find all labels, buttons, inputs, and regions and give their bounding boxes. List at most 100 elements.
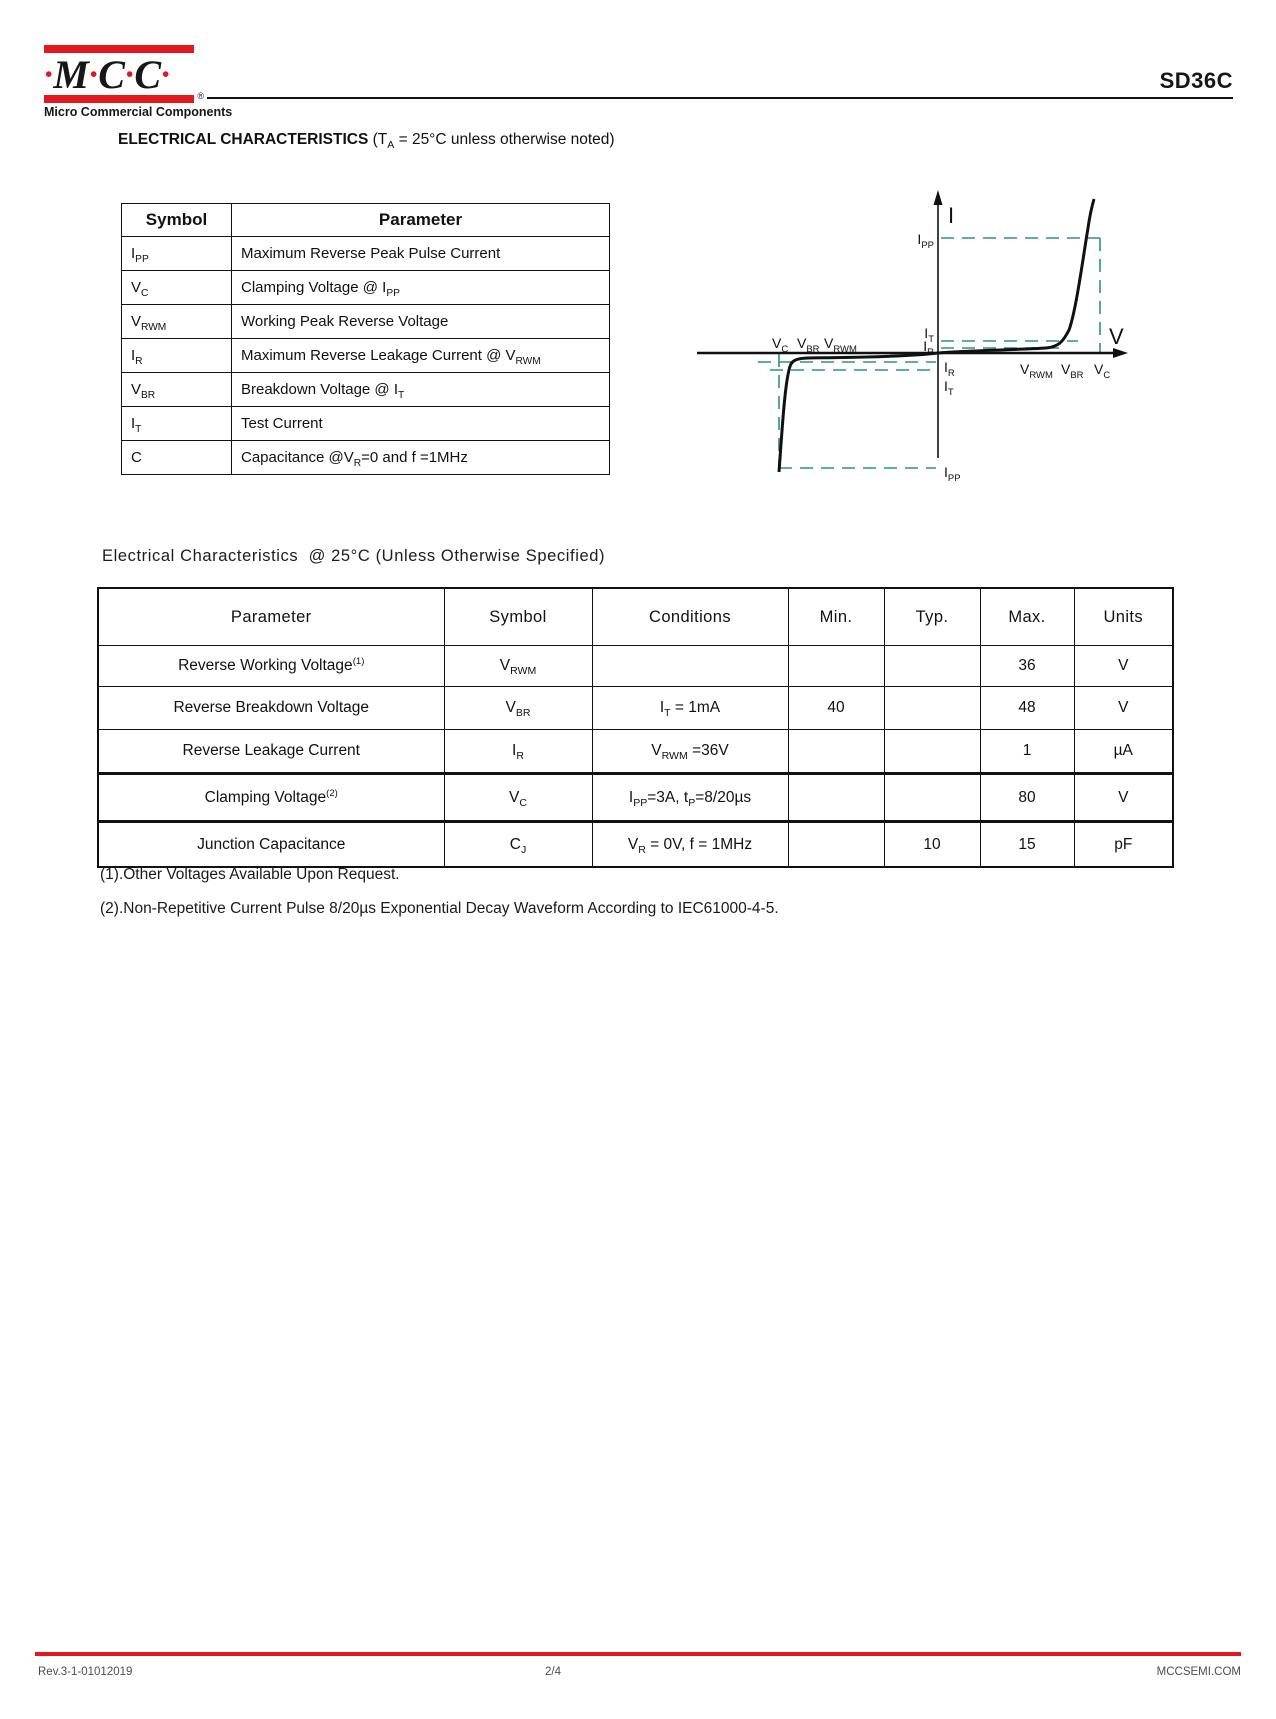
electrical-characteristics-table: Parameter Symbol Conditions Min. Typ. Ma…	[97, 587, 1174, 868]
symbol-header: Symbol	[121, 203, 232, 237]
units-header: Units	[1073, 587, 1174, 646]
header-rule	[207, 97, 1233, 99]
units-cell: pF	[1073, 821, 1174, 868]
table-row: Reverse Breakdown Voltage VBR IT = 1mA 4…	[97, 686, 1174, 730]
ir-neg-label: IR	[944, 359, 955, 379]
symbol-cell: VC	[443, 773, 593, 823]
table-header-row: Parameter Symbol Conditions Min. Typ. Ma…	[97, 587, 1174, 646]
vrwm-neg-label: VRWM	[824, 335, 857, 355]
it-pos-label: IT	[924, 325, 934, 345]
footnote-1: (1).Other Voltages Available Upon Reques…	[100, 866, 400, 883]
table-row: VRWM Working Peak Reverse Voltage	[121, 304, 610, 339]
parameter-cell: Breakdown Voltage @ IT	[231, 372, 610, 407]
footnote-2: (2).Non-Repetitive Current Pulse 8/20µs …	[100, 900, 779, 917]
parameter-cell: Maximum Reverse Leakage Current @ VRWM	[231, 338, 610, 373]
conditions-cell: IPP=3A, tP=8/20µs	[591, 773, 789, 823]
symbol-cell: VRWM	[121, 304, 232, 339]
min-cell	[787, 645, 885, 687]
table-row: IT Test Current	[121, 406, 610, 441]
ir-pos-label: IR	[923, 338, 934, 358]
max-cell: 1	[979, 729, 1075, 775]
max-header: Max.	[979, 587, 1075, 646]
min-cell: 40	[787, 686, 885, 730]
min-cell	[787, 729, 885, 775]
current-axis-label: I	[948, 203, 954, 228]
symbol-cell: IR	[121, 338, 232, 373]
logo-dot: •	[125, 62, 134, 86]
max-cell: 36	[979, 645, 1075, 687]
parameter-cell: Clamping Voltage(2)	[97, 773, 445, 823]
section2-heading: Electrical Characteristics @ 25°C (Unles…	[102, 547, 606, 565]
parameter-cell: Reverse Working Voltage(1)	[97, 645, 445, 687]
logo-tagline: Micro Commercial Components	[44, 105, 233, 119]
parameter-cell: Reverse Leakage Current	[97, 729, 445, 775]
product-title: SD36C	[1159, 68, 1233, 93]
section1-title: ELECTRICAL CHARACTERISTICS	[118, 131, 369, 148]
logo-bar-bottom	[44, 95, 194, 103]
vrwm-pos-label: VRWM	[1020, 361, 1053, 381]
conditions-cell: VRWM =36V	[591, 729, 789, 775]
section1-heading: ELECTRICAL CHARACTERISTICS (TA = 25°C un…	[118, 131, 615, 152]
registered-mark: ®	[197, 91, 204, 101]
logo-dot: •	[89, 62, 98, 86]
parameter-cell: Working Peak Reverse Voltage	[231, 304, 610, 339]
max-cell: 15	[979, 821, 1075, 868]
table-row: VC Clamping Voltage @ IPP	[121, 270, 610, 305]
parameter-cell: Junction Capacitance	[97, 821, 445, 868]
symbol-cell: IPP	[121, 236, 232, 271]
units-cell: µA	[1073, 729, 1174, 775]
i-axis-arrow	[933, 190, 943, 205]
min-header: Min.	[787, 587, 885, 646]
max-cell: 80	[979, 773, 1075, 823]
ipp-pos-label: IPP	[917, 231, 934, 251]
parameter-cell: Clamping Voltage @ IPP	[231, 270, 610, 305]
logo-letter: C	[98, 52, 125, 97]
table-row: C Capacitance @VR=0 and f =1MHz	[121, 440, 610, 475]
vbr-neg-label: VBR	[797, 335, 820, 355]
v-axis-arrow	[1113, 348, 1128, 358]
symbol-cell: CJ	[443, 821, 593, 868]
table-row: Reverse Working Voltage(1) VRWM 36 V	[97, 645, 1174, 687]
logo-letters: •M•C•C•	[44, 53, 219, 95]
parameter-cell: Test Current	[231, 406, 610, 441]
table-row: Clamping Voltage(2) VC IPP=3A, tP=8/20µs…	[97, 773, 1174, 823]
symbol-cell: IR	[443, 729, 593, 775]
units-cell: V	[1073, 686, 1174, 730]
symbol-cell: VRWM	[443, 645, 593, 687]
typ-cell: 10	[883, 821, 981, 868]
section1-subtitle: (TA = 25°C unless otherwise noted)	[368, 131, 615, 152]
symbol-cell: VC	[121, 270, 232, 305]
units-cell: V	[1073, 645, 1174, 687]
vi-curve	[777, 198, 1096, 473]
parameter-header: Parameter	[231, 203, 610, 237]
vbr-pos-label: VBR	[1061, 361, 1084, 381]
typ-header: Typ.	[883, 587, 981, 646]
vc-neg-label: VC	[772, 335, 788, 355]
conditions-cell: IT = 1mA	[591, 686, 789, 730]
symbol-parameter-table: Symbol Parameter IPP Maximum Reverse Pea…	[121, 203, 610, 475]
logo-dot: •	[45, 62, 53, 86]
conditions-cell: VR = 0V, f = 1MHz	[591, 821, 789, 868]
symbol-cell: VBR	[121, 372, 232, 407]
ipp-neg-label: IPP	[944, 464, 961, 484]
table-row: IPP Maximum Reverse Peak Pulse Current	[121, 236, 610, 271]
vc-pos-label: VC	[1094, 361, 1110, 381]
min-cell	[787, 821, 885, 868]
units-cell: V	[1073, 773, 1174, 823]
typ-cell	[883, 729, 981, 775]
typ-cell	[883, 686, 981, 730]
min-cell	[787, 773, 885, 823]
symbol-cell: IT	[121, 406, 232, 441]
typ-cell	[883, 645, 981, 687]
parameter-cell: Reverse Breakdown Voltage	[97, 686, 445, 730]
footer-revision: Rev.3-1-01012019	[38, 1666, 133, 1678]
parameter-header: Parameter	[97, 587, 445, 646]
footer-red-bar	[35, 1652, 1241, 1656]
conditions-header: Conditions	[591, 587, 789, 646]
logo-bar-top	[44, 45, 194, 53]
it-neg-label: IT	[944, 378, 954, 398]
max-cell: 48	[979, 686, 1075, 730]
typ-cell	[883, 773, 981, 823]
logo-letter: M	[53, 52, 89, 97]
symbol-cell: C	[121, 440, 232, 475]
